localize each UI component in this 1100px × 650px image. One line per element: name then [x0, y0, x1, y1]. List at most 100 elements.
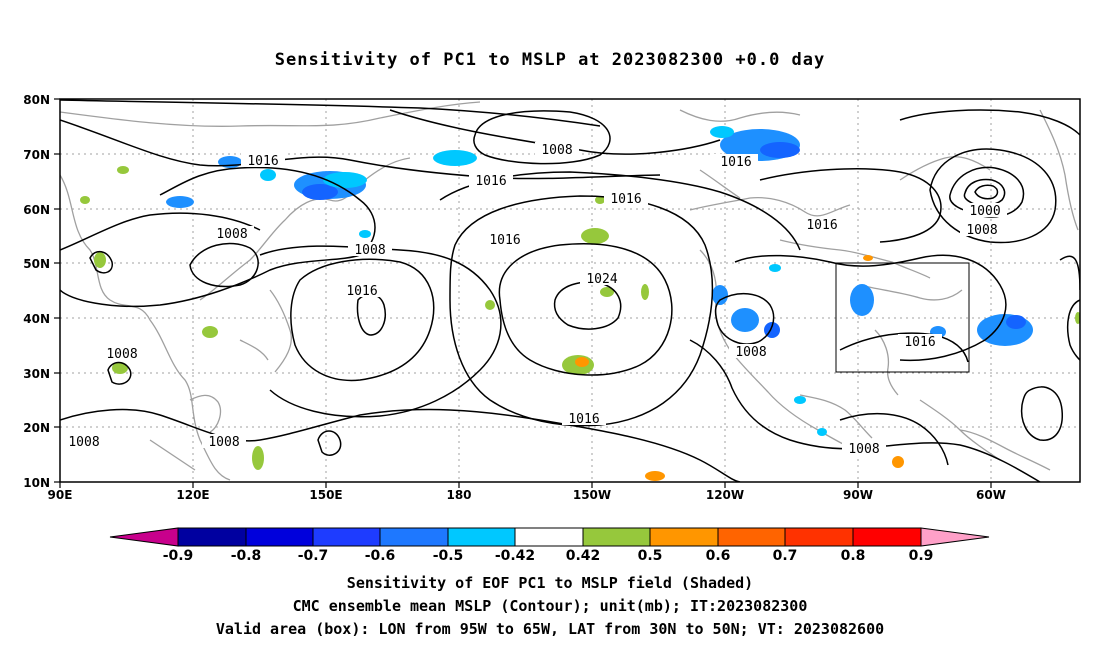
y-tick-label: 60N: [23, 203, 50, 217]
neg-patch: [712, 285, 728, 305]
colorbar-label: 0.42: [566, 548, 601, 564]
pos-patch: [1075, 312, 1080, 324]
colorbar: -0.9 -0.8 -0.7 -0.6 -0.5 -0.42 0.42 0.5 …: [109, 527, 990, 564]
contour-label: 1008: [541, 143, 572, 158]
colorbar-label: 0.5: [638, 548, 663, 564]
colorbar-box: [784, 527, 854, 547]
map-frame: [59, 98, 1081, 483]
pos-patch: [863, 255, 873, 261]
neg-patch: [359, 230, 371, 238]
y-tick-label: 40N: [23, 312, 50, 326]
x-tick-label: 90W: [843, 488, 873, 502]
sensitivity-shading: [80, 126, 1080, 481]
pos-patch: [641, 284, 649, 300]
plot-title: Sensitivity of PC1 to MSLP at 2023082300…: [274, 50, 826, 70]
map-panel: 1016 1008 1016 1016 1016 1008 1008 1016 …: [60, 99, 1080, 482]
contour-label: 1016: [610, 192, 641, 207]
neg-patch: [710, 126, 734, 138]
caption-line-3: Valid area (box): LON from 95W to 65W, L…: [215, 620, 885, 638]
neg-patch: [769, 264, 781, 272]
colorbar-box: [177, 527, 247, 547]
pos-patch: [94, 252, 106, 268]
x-tick-label: 180: [446, 488, 471, 502]
colorbar-box: [852, 527, 922, 547]
colorbar-label: -0.42: [495, 548, 535, 564]
y-tick-label: 80N: [23, 93, 50, 107]
colorbar-box: [379, 527, 449, 547]
coastlines: [60, 101, 1079, 481]
x-tick-label: 150E: [309, 488, 342, 502]
colorbar-box: [649, 527, 719, 547]
pos-patch: [575, 357, 589, 367]
colorbar-label: -0.6: [365, 548, 396, 564]
contour-label: 1016: [568, 412, 599, 427]
colorbar-label: -0.7: [298, 548, 329, 564]
x-tick-label: 90E: [48, 488, 73, 502]
y-tick-label: 20N: [23, 421, 50, 435]
colorbar-box: [312, 527, 381, 547]
contour-label: 1008: [735, 345, 766, 360]
valid-area-box: [835, 262, 970, 373]
contour-label: 1016: [475, 174, 506, 189]
y-tick-label: 70N: [23, 148, 50, 162]
contour-label: 1008: [216, 227, 247, 242]
contour-label: 1016: [346, 284, 377, 299]
pos-patch: [581, 228, 609, 244]
neg-patch: [760, 142, 800, 158]
contour-label: 1016: [720, 155, 751, 170]
contour-labels: 1016 1008 1016 1016 1016 1008 1008 1016 …: [62, 142, 1007, 457]
contour-label: 1016: [247, 154, 278, 169]
contour-label: 1024: [586, 272, 617, 287]
tick-marks: [54, 98, 992, 488]
x-tick-label: 120W: [706, 488, 744, 502]
pos-patch: [645, 471, 665, 481]
y-tick-label: 10N: [23, 476, 50, 490]
neg-patch: [850, 284, 874, 316]
caption-line-2: CMC ensemble mean MSLP (Contour); unit(m…: [292, 597, 808, 615]
neg-patch: [323, 172, 367, 188]
contour-label: 1000: [969, 204, 1000, 219]
pos-patch: [80, 196, 90, 204]
colorbar-box: [245, 527, 314, 547]
y-tick-label: 30N: [23, 367, 50, 381]
x-tick-label: 60W: [976, 488, 1006, 502]
neg-patch: [817, 428, 827, 436]
colorbar-label: -0.8: [231, 548, 262, 564]
neg-patch: [166, 196, 194, 208]
pos-patch: [202, 326, 218, 338]
colorbar-box: [514, 527, 584, 547]
x-tick-label: 150W: [573, 488, 611, 502]
y-tick-label: 50N: [23, 257, 50, 271]
contour-label: 1008: [354, 243, 385, 258]
colorbar-box: [447, 527, 516, 547]
neg-patch: [1006, 315, 1026, 329]
colorbar-box: [717, 527, 786, 547]
x-axis-labels: 90E 120E 150E 180 150W 120W 90W 60W: [48, 488, 1006, 502]
pos-patch: [600, 287, 614, 297]
colorbar-high-end: [920, 527, 990, 547]
pos-patch: [595, 196, 605, 204]
neg-patch: [302, 184, 338, 200]
pos-patch: [252, 446, 264, 470]
y-axis-labels: 80N 70N 60N 50N 40N 30N 20N 10N: [23, 93, 50, 490]
pos-patch: [112, 362, 128, 374]
caption-line-1: Sensitivity of EOF PC1 to MSLP field (Sh…: [346, 574, 754, 592]
colorbar-label: 0.6: [706, 548, 731, 564]
colorbar-label: 0.8: [841, 548, 866, 564]
contour-label: 1008: [106, 347, 137, 362]
colorbar-labels: -0.9 -0.8 -0.7 -0.6 -0.5 -0.42 0.42 0.5 …: [163, 548, 934, 564]
contour-label: 1008: [966, 223, 997, 238]
colorbar-label: 0.9: [909, 548, 934, 564]
contour-label: 1016: [904, 335, 935, 350]
neg-patch: [731, 308, 759, 332]
colorbar-label: -0.5: [433, 548, 464, 564]
contour-label: 1008: [68, 435, 99, 450]
colorbar-low-end: [109, 527, 179, 547]
contour-label: 1016: [489, 233, 520, 248]
contour-label: 1008: [208, 435, 239, 450]
neg-patch: [260, 169, 276, 181]
neg-patch: [794, 396, 806, 404]
contour-label: 1008: [848, 442, 879, 457]
neg-patch: [433, 150, 477, 166]
